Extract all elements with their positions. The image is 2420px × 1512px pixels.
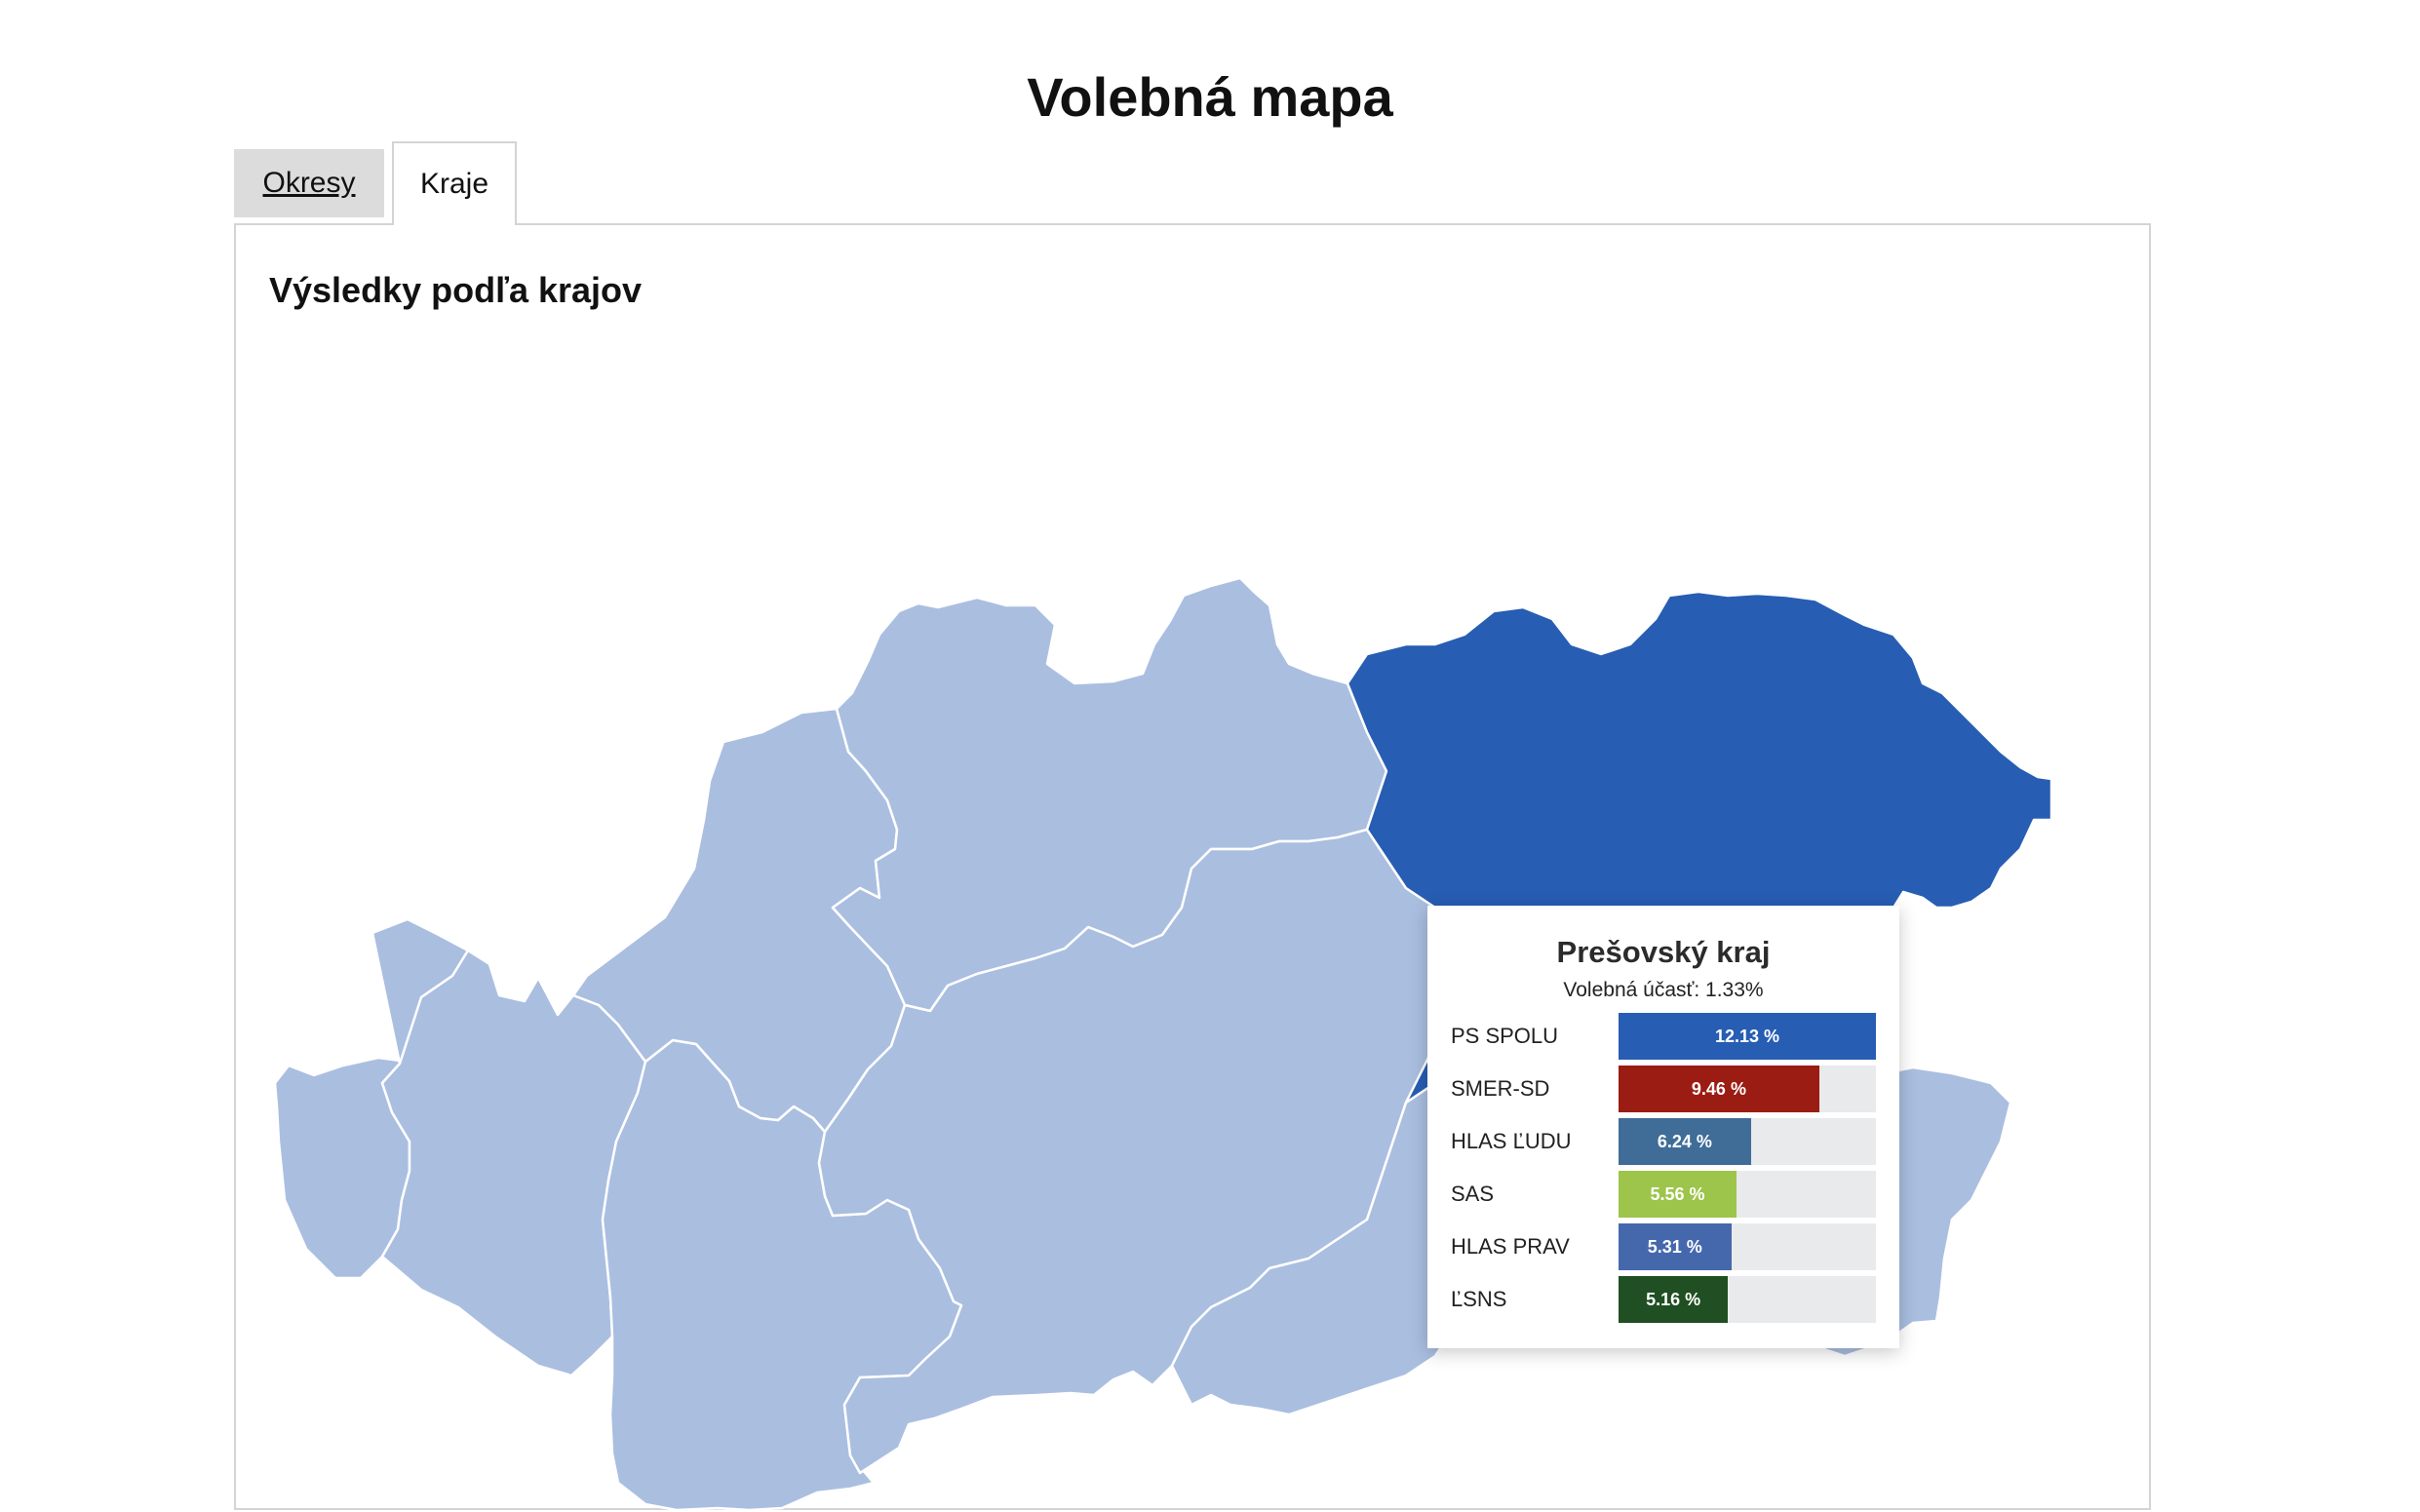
- tooltip-region-name: Prešovský kraj: [1556, 935, 1771, 969]
- party-name: HLAS PRAV: [1451, 1234, 1570, 1259]
- region-trnavsky[interactable]: [380, 949, 647, 1377]
- tooltip-turnout: Volebná účasť: 1.33%: [1563, 979, 1764, 1001]
- result-bar-track: 6.24 %: [1619, 1118, 1876, 1165]
- result-bar: 6.24 %: [1619, 1118, 1751, 1165]
- result-bar: 9.46 %: [1619, 1066, 1819, 1112]
- tooltip-results-list: PS SPOLU 12.13 % SMER-SD 9.46 % HLAS ĽUDU 6.2…: [1451, 1013, 1876, 1323]
- result-bar: 5.16 %: [1619, 1276, 1729, 1323]
- region-tooltip: Prešovský kraj Volebná účasť: 1.33% PS S…: [1427, 906, 1899, 1348]
- result-bar-track: 5.56 %: [1619, 1171, 1876, 1218]
- party-name: SAS: [1451, 1182, 1495, 1206]
- result-row: SAS 5.56 %: [1451, 1171, 1876, 1218]
- party-name: ĽSNS: [1451, 1287, 1507, 1311]
- result-bar-track: 5.31 %: [1619, 1223, 1876, 1270]
- result-bar: 5.31 %: [1619, 1223, 1732, 1270]
- result-row: SMER-SD 9.46 %: [1451, 1066, 1876, 1112]
- result-row: HLAS ĽUDU 6.24 %: [1451, 1118, 1876, 1165]
- result-bar: 12.13 %: [1619, 1013, 1876, 1060]
- tab-kraje[interactable]: Kraje: [392, 141, 517, 225]
- result-row: ĽSNS 5.16 %: [1451, 1276, 1876, 1323]
- result-bar-track: 5.16 %: [1619, 1276, 1876, 1323]
- result-row: PS SPOLU 12.13 %: [1451, 1013, 1876, 1060]
- page-title: Volebná mapa: [1027, 66, 1393, 128]
- party-name: HLAS ĽUDU: [1451, 1129, 1572, 1153]
- result-row: HLAS PRAV 5.31 %: [1451, 1223, 1876, 1270]
- result-bar-track: 12.13 %: [1619, 1013, 1876, 1060]
- result-bar-track: 9.46 %: [1619, 1066, 1876, 1112]
- party-name: SMER-SD: [1451, 1076, 1550, 1101]
- results-panel: Výsledky podľa krajov Prešovský kraj Vol…: [234, 223, 2151, 1512]
- panel-heading: Výsledky podľa krajov: [269, 270, 643, 310]
- tab-okresy[interactable]: Okresy: [234, 149, 384, 217]
- result-bar: 5.56 %: [1619, 1171, 1737, 1218]
- party-name: PS SPOLU: [1451, 1024, 1559, 1048]
